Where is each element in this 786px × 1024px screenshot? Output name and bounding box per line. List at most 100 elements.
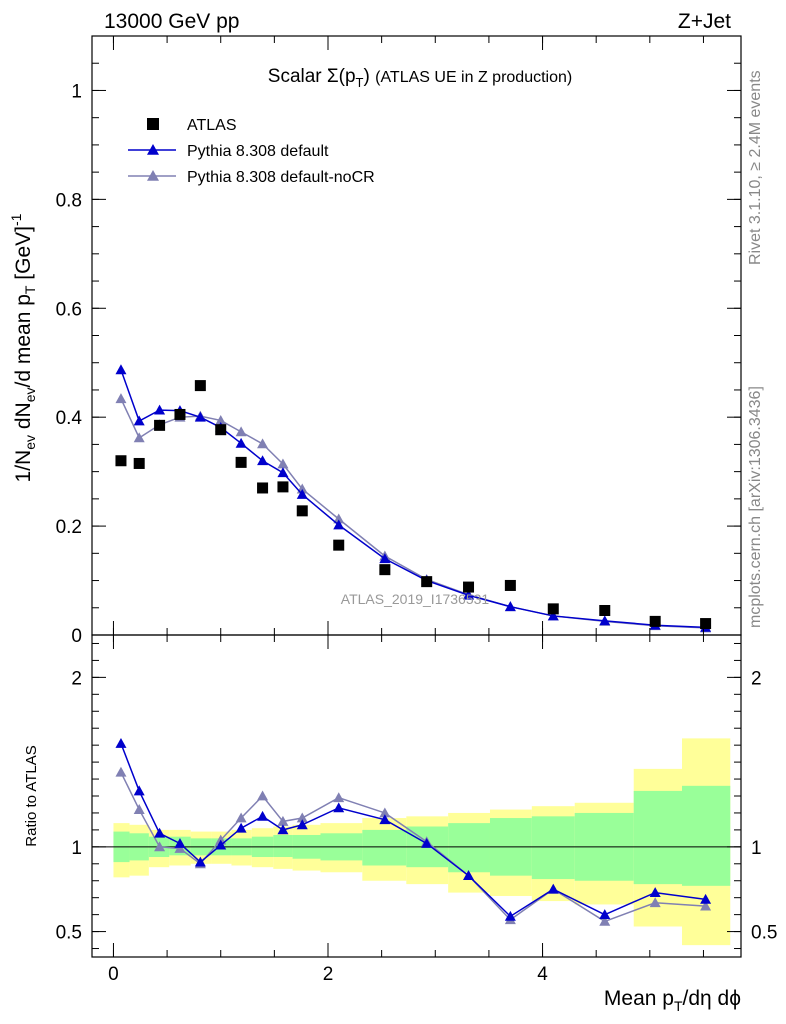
main-series-marker (296, 489, 308, 499)
legend-label: Pythia 8.308 default-noCR (187, 169, 375, 186)
ratio-series-marker (333, 792, 345, 803)
ratio-series-marker (700, 900, 712, 911)
x-tick-label: 0 (108, 964, 119, 985)
data-point-marker (194, 380, 206, 392)
main-y-tick-label: 0 (71, 626, 82, 647)
main-series-marker (547, 610, 559, 621)
ratio-series-marker (154, 841, 166, 852)
ratio-y-axis-label: Ratio to ATLAS (23, 745, 40, 846)
main-series-marker (379, 553, 391, 564)
ratio-series-marker (649, 887, 661, 897)
uncertainty-band-green (633, 790, 682, 885)
ratio-series-marker (174, 843, 186, 853)
header-left: 13000 GeV pp (104, 10, 239, 33)
legend: ATLAS Pythia 8.308 default Pythia 8.308 de… (128, 117, 375, 186)
main-y-tick-label: 1 (71, 81, 82, 102)
ratio-series-marker (133, 804, 145, 814)
data-point-marker (333, 539, 345, 551)
analysis-watermark: ATLAS_2019_I1736531 (341, 591, 490, 607)
main-series-marker (504, 601, 516, 612)
ratio-series-marker (463, 870, 475, 881)
ratio-axes: 0.5 0.5 1 1 2 2 0 2 4 (56, 635, 777, 985)
main-y-tick-label: 0.4 (56, 408, 83, 429)
data-point-marker (463, 581, 475, 593)
main-y-tick-label: 0.2 (56, 517, 82, 538)
rivet-label: Rivet 3.1.10, ≥ 2.4M events (747, 70, 764, 265)
ratio-series-marker (154, 827, 166, 838)
header-right: Z+Jet (678, 10, 731, 33)
main-series-line (120, 369, 706, 629)
uncertainty-band-green (362, 829, 407, 866)
main-series-marker (277, 458, 289, 469)
data-point-marker (154, 419, 166, 431)
main-panel: 0 0.2 0.4 0.6 0.8 1 Scalar Σ(pT) (ATLAS UE in… (8, 35, 742, 647)
data-point-marker (599, 604, 611, 616)
main-series-marker (194, 411, 206, 422)
ratio-y-tick-label: 0.5 (56, 923, 82, 944)
legend-marker (147, 118, 159, 130)
legend-marker (147, 170, 159, 181)
main-series-marker (133, 415, 145, 426)
main-series-marker (235, 437, 247, 448)
ratio-frame (91, 634, 742, 958)
ratio-series-marker (235, 812, 247, 823)
ratio-panel: 0.5 0.5 1 1 2 2 0 2 4 Ratio to ATLAS Mean pT/dη … (23, 634, 777, 1014)
ratio-y-tick-label: 2 (71, 668, 82, 689)
ratio-series-marker (379, 814, 391, 825)
uncertainty-band-green (682, 785, 731, 886)
ratio-series-marker (257, 790, 269, 801)
ratio-y-tick-label-right: 1 (751, 838, 762, 859)
ratio-y-tick-label-right: 0.5 (751, 923, 777, 944)
ratio-series-marker (547, 883, 559, 894)
main-y-tick-label: 0.8 (56, 190, 82, 211)
data-point-marker (296, 505, 308, 517)
main-series-marker (333, 513, 345, 524)
ratio-series-marker (115, 766, 127, 777)
ratio-plot-content (92, 737, 741, 946)
ratio-y-tick-label-right: 2 (751, 668, 762, 689)
main-series-marker (257, 455, 269, 466)
source-label: mcplots.cern.ch [arXiv:1306.3436] (747, 386, 764, 628)
ratio-y-tick-label: 1 (71, 838, 82, 859)
ratio-series-marker (421, 837, 433, 848)
data-point-marker (547, 603, 559, 615)
main-series-marker (257, 438, 269, 449)
main-axes: 0 0.2 0.4 0.6 0.8 1 (56, 35, 741, 647)
data-point-marker (421, 576, 433, 588)
ratio-series-marker (277, 815, 289, 826)
main-y-tick-label: 0.6 (56, 299, 82, 320)
ratio-series-marker (504, 910, 516, 921)
main-series-marker (115, 364, 127, 375)
ratio-series-marker (599, 909, 611, 920)
main-plot-content (115, 364, 712, 633)
ratio-series-marker (649, 897, 661, 908)
data-point-marker (115, 455, 127, 467)
ratio-series-marker (194, 856, 206, 867)
legend-label: Pythia 8.308 default (187, 143, 329, 160)
ratio-series-marker (174, 837, 186, 848)
data-point-marker (700, 618, 712, 630)
main-title: Scalar Σ(pT) (ATLAS UE in Z production) (268, 66, 572, 90)
legend-label: ATLAS (187, 117, 237, 134)
data-point-marker (174, 408, 186, 420)
main-series-marker (215, 414, 227, 425)
data-point-marker (649, 615, 661, 627)
main-series-marker (277, 467, 289, 478)
main-series-marker (235, 426, 247, 437)
ratio-series-marker (115, 737, 127, 748)
main-series-marker (463, 589, 475, 600)
main-series-marker (154, 404, 166, 415)
data-point-marker (504, 579, 516, 591)
main-series-marker (333, 519, 345, 530)
main-series-marker (599, 615, 611, 626)
ratio-series-marker (296, 819, 308, 830)
data-point-marker (133, 457, 145, 469)
ratio-series-marker (257, 810, 269, 821)
data-point-marker (277, 481, 289, 493)
ratio-series-marker (296, 812, 308, 823)
ratio-series-marker (235, 822, 247, 833)
ratio-series-marker (700, 893, 712, 904)
x-tick-label: 4 (537, 964, 548, 985)
main-y-axis-label: 1/Nev dNev/d mean pT [GeV]-1 (8, 213, 38, 482)
ratio-series-marker (379, 807, 391, 818)
